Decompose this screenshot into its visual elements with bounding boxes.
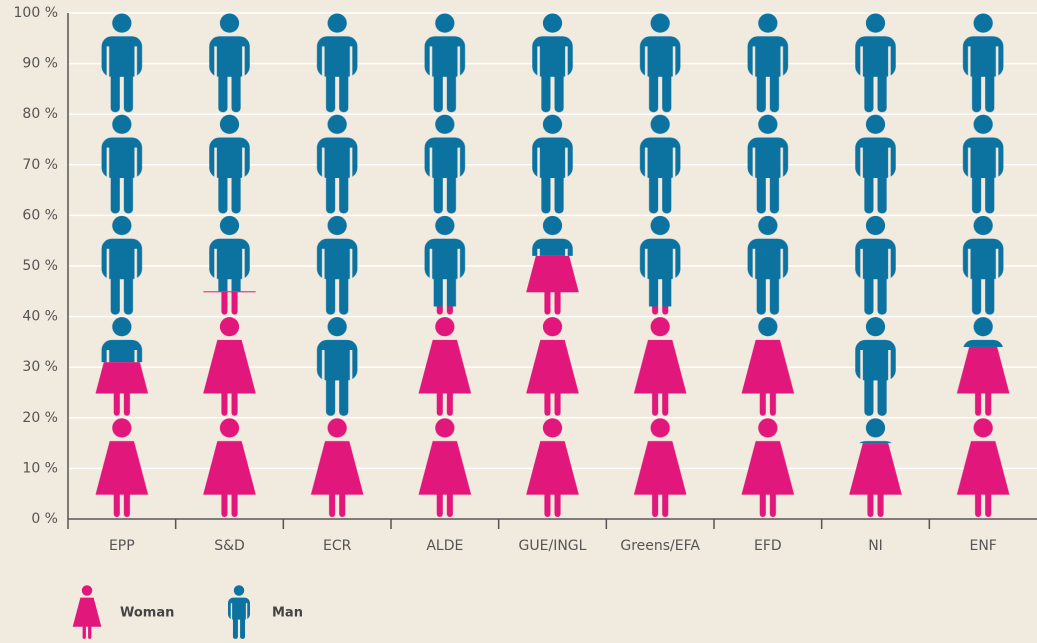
icon-stack bbox=[68, 13, 176, 363]
icon-stack bbox=[175, 13, 284, 292]
icon-stack bbox=[821, 13, 930, 444]
x-tick-label: ENF bbox=[969, 538, 996, 554]
y-tick-label: 100 % bbox=[14, 5, 58, 21]
y-tick-label: 30 % bbox=[22, 359, 58, 375]
icon-stack bbox=[175, 291, 284, 519]
legend-icon bbox=[72, 585, 102, 639]
y-tick-label: 0 % bbox=[31, 511, 58, 527]
x-tick-label: EPP bbox=[109, 538, 135, 554]
icon-stack bbox=[391, 306, 499, 519]
x-tick-label: S&D bbox=[214, 538, 245, 554]
icon-stack bbox=[714, 13, 822, 337]
y-tick-label: 20 % bbox=[22, 410, 58, 426]
icon-stack bbox=[821, 443, 930, 519]
icon-stack bbox=[714, 336, 822, 519]
icon-stack bbox=[606, 13, 714, 307]
icon-stack bbox=[929, 13, 1037, 347]
icon-stack bbox=[498, 255, 607, 519]
x-tick-label: EFD bbox=[754, 538, 782, 554]
icon-stack bbox=[498, 13, 607, 256]
legend-label: Man bbox=[272, 606, 303, 621]
x-tick-label: ECR bbox=[323, 538, 352, 554]
legend-icon bbox=[228, 585, 250, 639]
x-tick-label: GUE/INGL bbox=[519, 538, 587, 554]
icon-stack bbox=[606, 306, 714, 519]
y-tick-label: 40 % bbox=[22, 309, 58, 325]
x-tick-label: Greens/EFA bbox=[620, 538, 700, 554]
y-tick-label: 90 % bbox=[22, 56, 58, 72]
x-tick-label: NI bbox=[868, 538, 883, 554]
icon-stack bbox=[391, 13, 499, 307]
y-tick-label: 50 % bbox=[22, 258, 58, 274]
y-tick-label: 10 % bbox=[22, 460, 58, 476]
x-tick-label: ALDE bbox=[426, 538, 463, 554]
y-tick-label: 70 % bbox=[22, 157, 58, 173]
y-tick-label: 80 % bbox=[22, 106, 58, 122]
legend-label: Woman bbox=[120, 606, 174, 621]
y-tick-label: 60 % bbox=[22, 207, 58, 223]
icon-stack bbox=[283, 417, 391, 519]
icon-stack bbox=[68, 362, 176, 519]
icon-stack bbox=[283, 13, 391, 418]
icon-stack bbox=[929, 346, 1037, 519]
